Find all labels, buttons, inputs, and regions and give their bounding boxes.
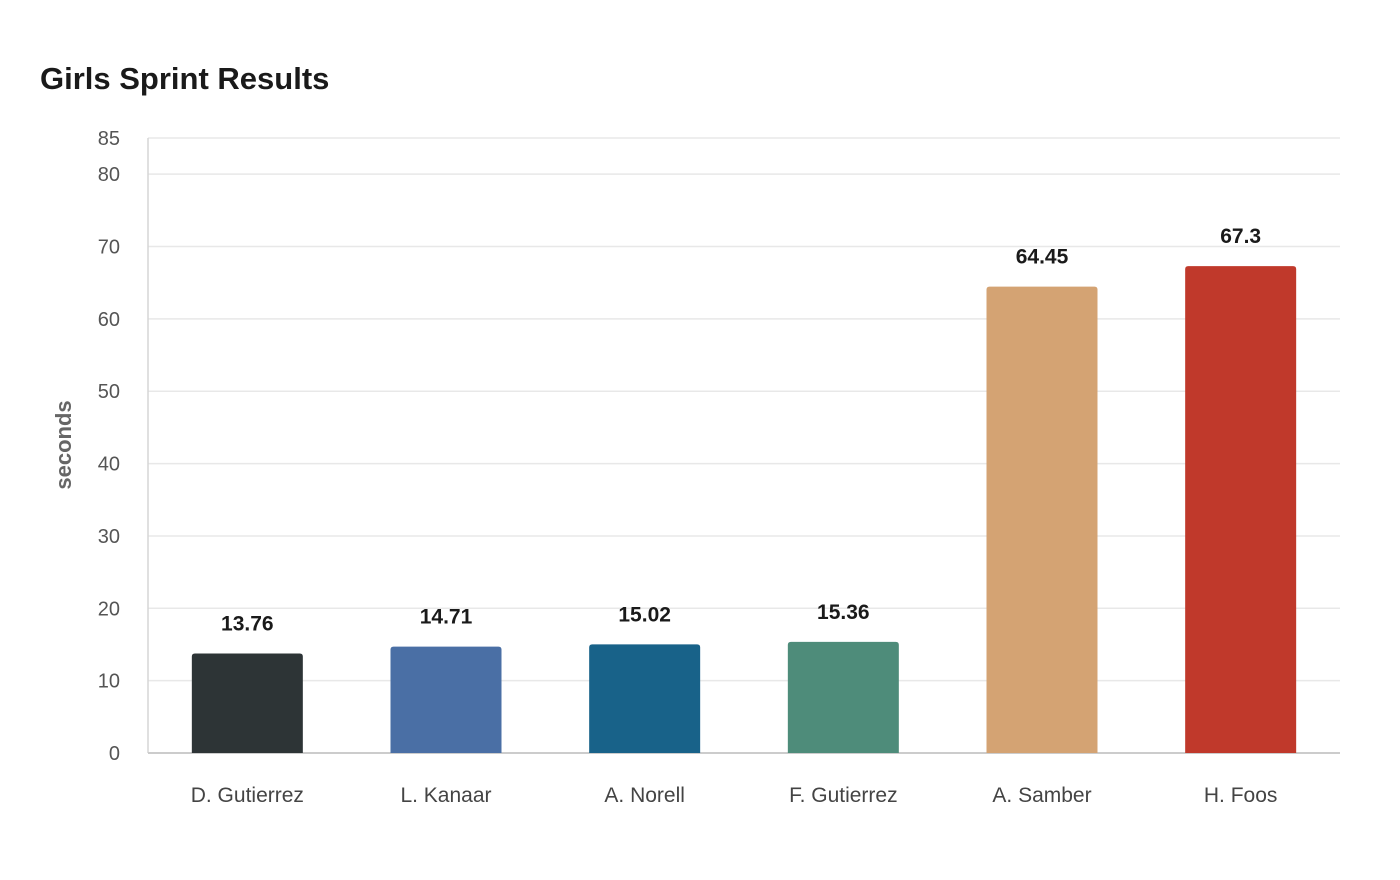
y-tick-label: 10 <box>98 671 120 693</box>
y-tick-label: 70 <box>98 237 120 259</box>
value-label: 15.02 <box>618 603 671 626</box>
value-labels: 13.76 14.71 15.02 15.36 64.45 67.3 <box>221 225 1261 635</box>
chart-title: Girls Sprint Results <box>40 61 330 96</box>
y-tick-label: 80 <box>98 164 120 186</box>
y-tick-label: 30 <box>98 526 120 548</box>
bar-a-norell <box>589 644 701 753</box>
value-label: 15.36 <box>817 601 870 624</box>
category-label: L. Kanaar <box>400 784 491 807</box>
y-tick-label: 40 <box>98 454 120 476</box>
category-label: A. Norell <box>604 784 685 807</box>
value-label: 14.71 <box>420 606 473 629</box>
axes <box>147 138 1340 754</box>
y-tick-label: 20 <box>98 598 120 620</box>
y-tick-label: 85 <box>98 128 120 150</box>
value-label: 64.45 <box>1016 246 1069 269</box>
y-axis-title: seconds <box>51 400 76 489</box>
y-tick-label: 0 <box>109 743 120 765</box>
category-label: H. Foos <box>1204 784 1278 807</box>
y-tick-label: 60 <box>98 309 120 331</box>
bar-f-gutierrez <box>787 641 899 753</box>
value-label: 67.3 <box>1220 225 1261 248</box>
y-tick-labels: 0 10 20 30 40 50 60 70 80 85 <box>98 128 120 765</box>
category-label: A. Samber <box>992 784 1091 807</box>
bar-h-foos <box>1185 266 1297 753</box>
value-label: 13.76 <box>221 612 274 635</box>
bar-l-kanaar <box>390 646 502 753</box>
category-label: D. Gutierrez <box>191 784 304 807</box>
category-label: F. Gutierrez <box>789 784 898 807</box>
gridlines <box>148 137 1340 682</box>
bar-d-gutierrez <box>191 653 303 753</box>
y-tick-label: 50 <box>98 381 120 403</box>
bar-a-samber <box>986 286 1098 753</box>
bars <box>191 266 1297 753</box>
category-labels: D. Gutierrez L. Kanaar A. Norell F. Gutierr… <box>191 784 1278 807</box>
